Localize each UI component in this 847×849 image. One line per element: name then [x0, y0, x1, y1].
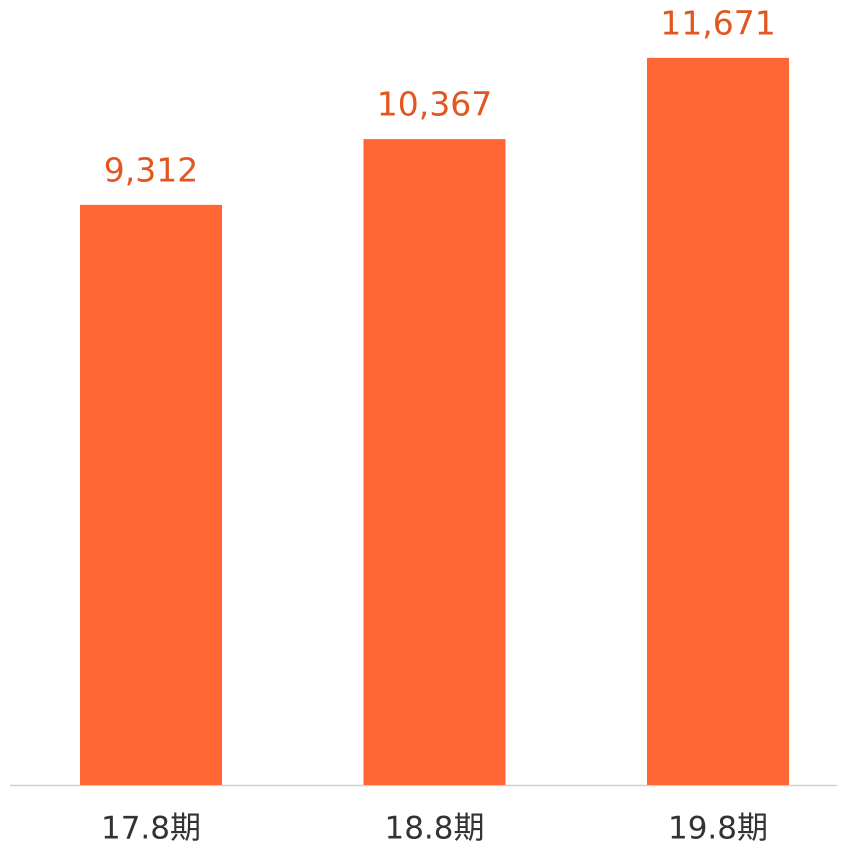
data-label: 10,367: [377, 85, 492, 124]
bar: [80, 204, 222, 785]
data-label: 9,312: [104, 150, 198, 189]
x-tick-label: 18.8期: [384, 811, 484, 847]
x-tick-label: 19.8期: [668, 811, 768, 847]
bar: [647, 57, 789, 785]
bar: [363, 139, 506, 785]
x-tick-label: 17.8期: [101, 811, 201, 847]
data-label: 11,671: [660, 3, 775, 42]
